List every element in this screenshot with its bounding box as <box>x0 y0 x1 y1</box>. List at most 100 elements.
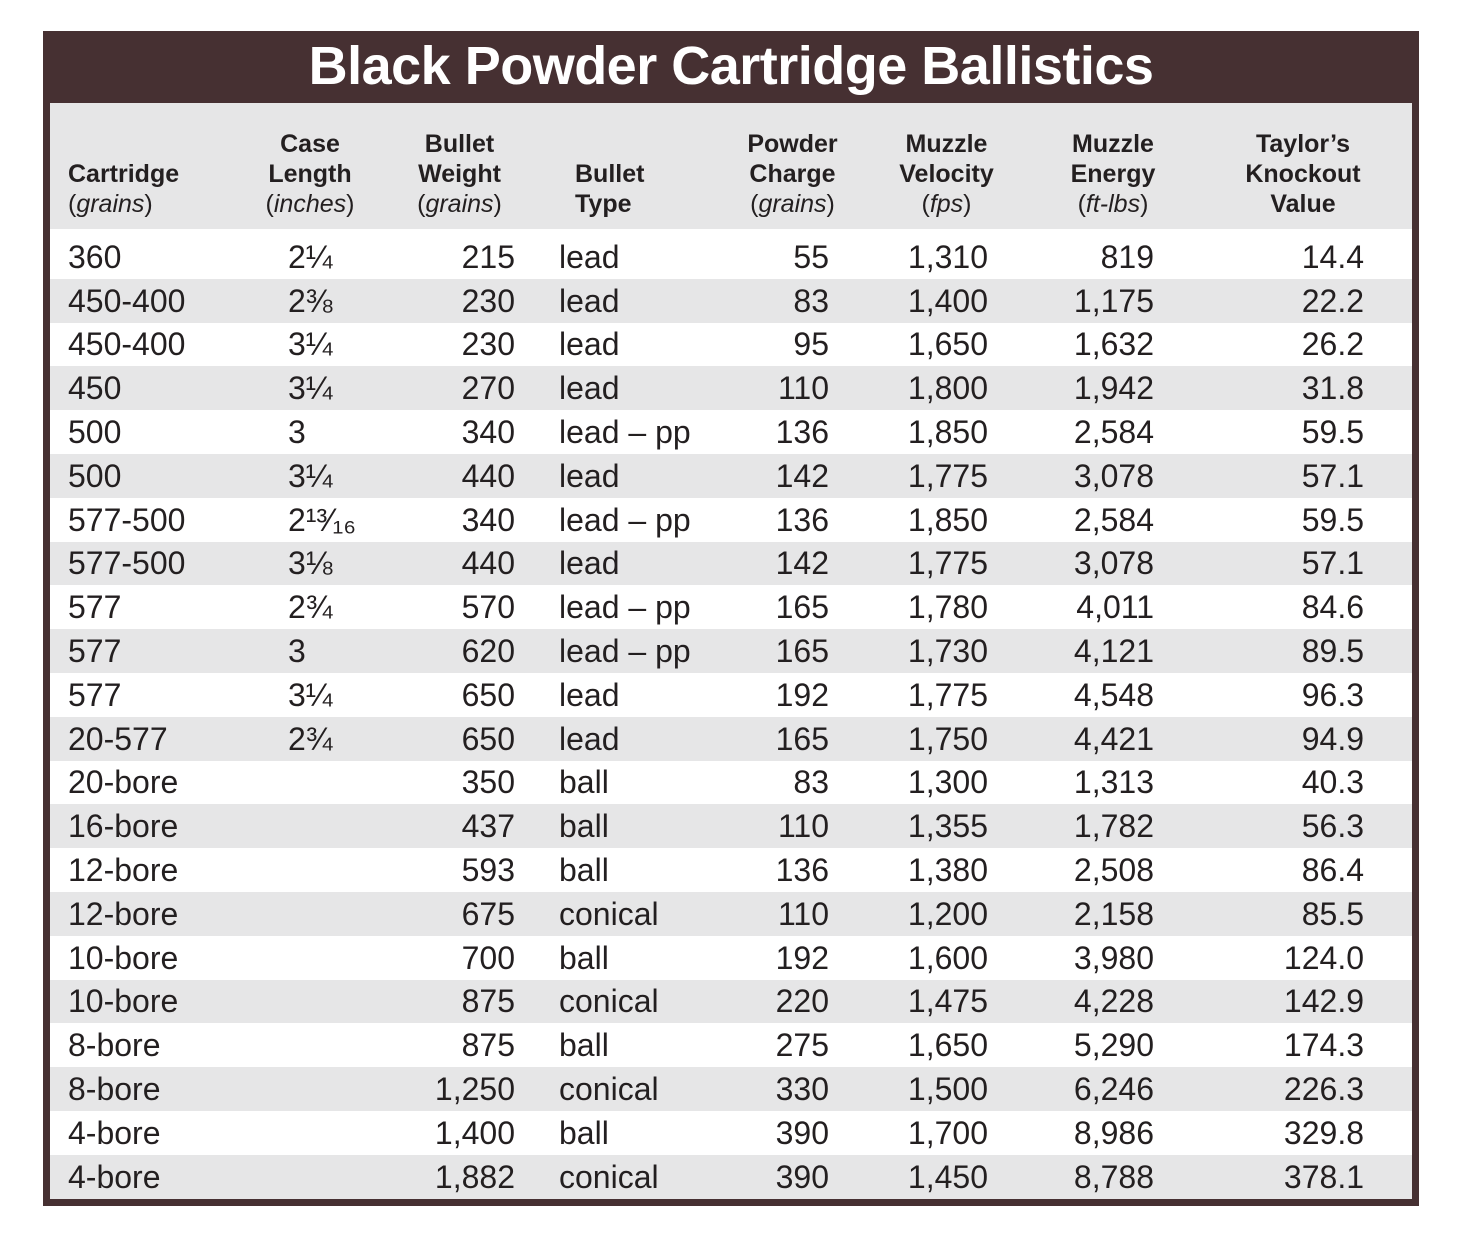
cell-tko: 329.8 <box>1283 1114 1364 1151</box>
cell-vel: 1,850 <box>907 414 988 451</box>
cell-en: 4,421 <box>1073 720 1154 757</box>
cell-pow: 136 <box>775 852 829 889</box>
cell-pow: 110 <box>777 808 829 845</box>
cell-case <box>240 936 380 980</box>
table-row: 500 3¼ 440 lead 142 1,775 3,078 57.1 <box>50 453 1412 498</box>
cell-cart: 8-bore <box>68 1071 161 1108</box>
cell-type: ball <box>559 1027 609 1064</box>
cell-case: 2¾ <box>288 589 333 626</box>
column-header-line: Muzzle <box>1072 130 1154 158</box>
cell-vel: 1,380 <box>907 852 988 889</box>
cell-en: 4,548 <box>1073 676 1154 713</box>
column-unit-text: grains <box>425 190 494 218</box>
cell-case <box>240 1111 380 1155</box>
cell-en: 3,980 <box>1073 939 1154 976</box>
cell-pow: 390 <box>775 1114 829 1151</box>
cell-vel: 1,850 <box>907 501 988 538</box>
cell-case <box>240 1067 380 1111</box>
cell-tko: 94.9 <box>1301 720 1364 757</box>
cell-wt: 1,882 <box>434 1158 515 1195</box>
column-header-line: Cartridge <box>68 160 180 188</box>
cell-vel: 1,400 <box>907 282 988 319</box>
cell-type: lead <box>559 720 620 757</box>
table-row: 10-bore 875 conical 220 1,475 4,228 142.9 <box>50 979 1412 1024</box>
cell-pow: 136 <box>775 501 829 538</box>
table-row: 12-bore 593 ball 136 1,380 2,508 86.4 <box>50 848 1412 892</box>
cell-pow: 165 <box>775 633 829 670</box>
cell-wt: 437 <box>461 808 515 845</box>
column-header-wt: Bullet Weight (grains) <box>380 103 539 229</box>
cell-vel: 1,775 <box>907 457 988 494</box>
cell-type: lead <box>559 238 620 275</box>
cell-en: 1,313 <box>1073 764 1154 801</box>
cell-case: 3 <box>288 633 306 670</box>
column-header-cart: Cartridge (grains) <box>50 103 240 229</box>
cell-pow: 165 <box>775 720 829 757</box>
cell-pow: 142 <box>775 457 829 494</box>
table-row: 16-bore 437 ball 110 1,355 1,782 56.3 <box>50 804 1412 849</box>
cell-type: lead <box>559 370 620 407</box>
cell-wt: 875 <box>461 1027 515 1064</box>
column-header-line: Velocity <box>899 160 994 188</box>
cell-wt: 875 <box>461 983 515 1020</box>
cell-vel: 1,650 <box>907 326 988 363</box>
cell-tko: 378.1 <box>1283 1158 1364 1195</box>
cell-tko: 142.9 <box>1283 983 1364 1020</box>
cell-tko: 226.3 <box>1283 1071 1364 1108</box>
cell-cart: 500 <box>68 414 122 451</box>
cell-type: ball <box>559 764 609 801</box>
table-row: 10-bore 700 ball 192 1,600 3,980 124.0 <box>50 936 1412 980</box>
table-row: 577-500 3⅛ 440 lead 142 1,775 3,078 57.1 <box>50 541 1412 586</box>
cell-vel: 1,775 <box>907 676 988 713</box>
cell-tko: 86.4 <box>1301 852 1364 889</box>
cell-vel: 1,750 <box>907 720 988 757</box>
cell-tko: 14.4 <box>1301 238 1364 275</box>
column-header-line: Value <box>1270 190 1336 218</box>
cell-cart: 360 <box>68 238 122 275</box>
cell-en: 2,508 <box>1073 852 1154 889</box>
cell-cart: 20-bore <box>68 764 179 801</box>
cell-wt: 350 <box>461 764 515 801</box>
cell-cart: 577 <box>68 589 122 626</box>
cell-cart: 500 <box>68 457 122 494</box>
cell-en: 1,175 <box>1073 282 1154 319</box>
cell-type: lead <box>559 282 620 319</box>
cell-en: 4,121 <box>1073 633 1154 670</box>
cell-tko: 96.3 <box>1301 676 1364 713</box>
cell-wt: 650 <box>461 676 515 713</box>
cell-type: lead – pp <box>559 589 691 626</box>
cell-type: lead – pp <box>559 414 691 451</box>
cell-cart: 450-400 <box>68 282 186 319</box>
cell-case: 2¼ <box>288 238 333 275</box>
column-header-line: Bullet <box>575 160 645 188</box>
cell-pow: 83 <box>793 764 829 801</box>
column-header-type: Bullet Type <box>539 103 724 229</box>
cell-en: 6,246 <box>1073 1071 1154 1108</box>
cell-cart: 8-bore <box>68 1027 161 1064</box>
table-row: 20-bore 350 ball 83 1,300 1,313 40.3 <box>50 761 1412 805</box>
cell-pow: 390 <box>775 1158 829 1195</box>
table-row: 450-400 3¼ 230 lead 95 1,650 1,632 26.2 <box>50 323 1412 367</box>
cell-case: 2⅜ <box>288 282 333 319</box>
cell-wt: 1,400 <box>434 1114 515 1151</box>
cell-type: conical <box>559 1158 659 1195</box>
cell-type: lead – pp <box>559 501 691 538</box>
cell-vel: 1,650 <box>907 1027 988 1064</box>
cell-wt: 270 <box>461 370 515 407</box>
cell-case <box>240 892 380 936</box>
cell-type: ball <box>559 808 609 845</box>
column-unit-text: inches <box>273 190 347 218</box>
cell-pow: 220 <box>775 983 829 1020</box>
table-row: 450-400 2⅜ 230 lead 83 1,400 1,175 22.2 <box>50 278 1412 323</box>
table-row: 360 2¼ 215 lead 55 1,310 819 14.4 <box>50 235 1412 279</box>
cell-en: 1,782 <box>1073 808 1154 845</box>
column-header-en: Muzzle Energy (ft-lbs) <box>1032 103 1194 229</box>
column-header-line: Muzzle <box>905 130 988 158</box>
cell-wt: 230 <box>461 282 515 319</box>
cell-vel: 1,600 <box>907 939 988 976</box>
column-unit-text: grains <box>76 190 145 218</box>
cell-vel: 1,310 <box>907 238 988 275</box>
cell-en: 3,078 <box>1073 457 1154 494</box>
cell-en: 1,632 <box>1073 326 1154 363</box>
cell-wt: 440 <box>461 457 515 494</box>
